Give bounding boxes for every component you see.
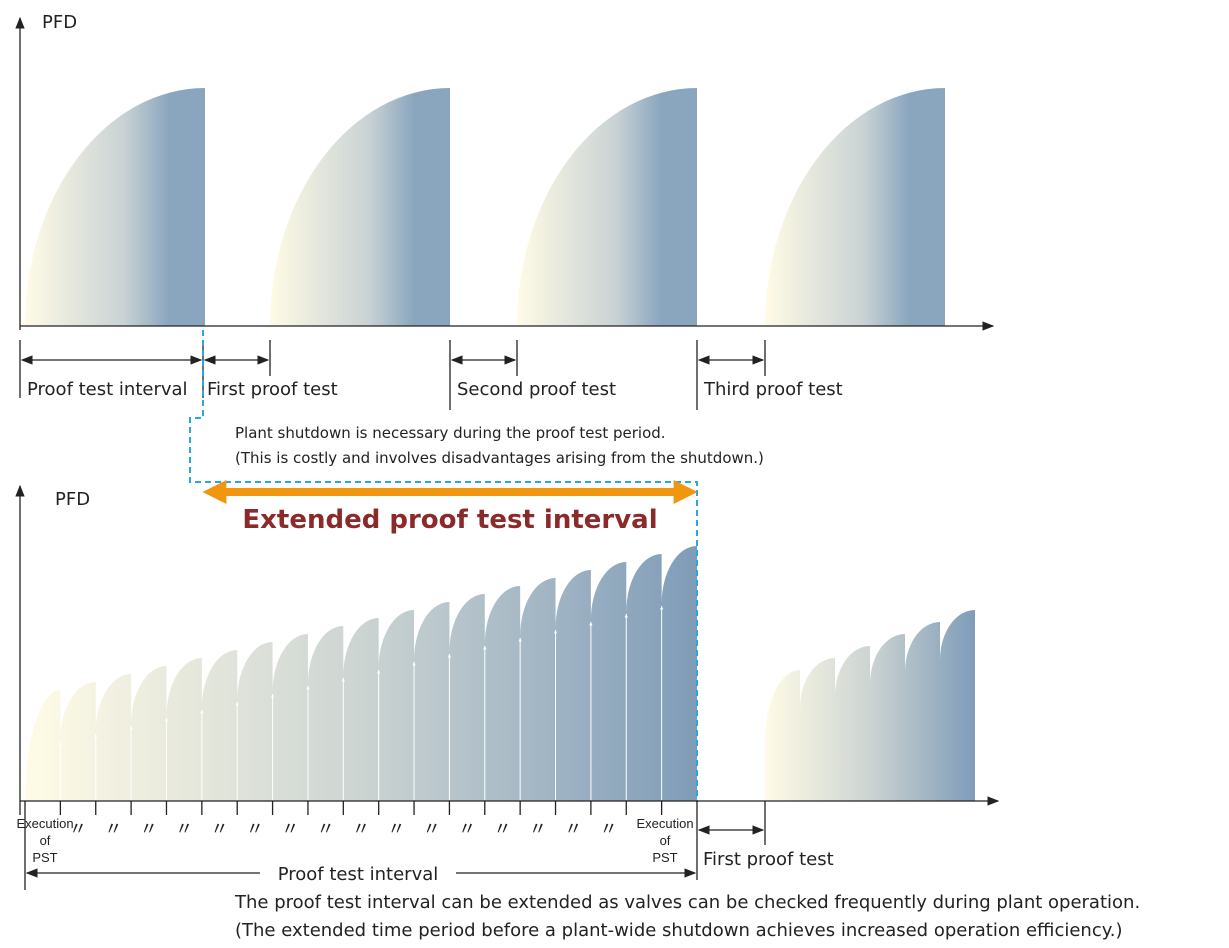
pfd-curve	[765, 88, 945, 326]
ditto-mark: 〃	[69, 819, 87, 840]
note: Plant shutdown is necessary during the p…	[235, 424, 666, 442]
pst-label: PST	[32, 850, 57, 865]
pst-label: Execution	[636, 816, 693, 831]
pfd-curve	[25, 88, 205, 326]
ditto-mark: 〃	[175, 819, 193, 840]
ditto-mark: 〃	[211, 819, 229, 840]
ditto-mark: 〃	[104, 819, 122, 840]
label: Proof test interval	[27, 379, 188, 400]
pfd-curve	[517, 88, 697, 326]
ditto-mark: 〃	[564, 819, 582, 840]
ditto-mark: 〃	[600, 819, 618, 840]
y-label: PFD	[42, 12, 77, 33]
pfd-curve	[270, 88, 450, 326]
interval-label: Proof test interval	[278, 864, 439, 885]
ditto-mark: 〃	[281, 819, 299, 840]
pfd-sawtooth	[25, 546, 697, 801]
bottom-ticks	[24, 801, 766, 890]
note: (The extended time period before a plant…	[235, 920, 1123, 941]
label: First proof test	[207, 379, 338, 400]
label: First proof test	[703, 849, 834, 870]
label: Third proof test	[703, 379, 843, 400]
pst-label: of	[660, 833, 671, 848]
pst-label: Execution	[16, 816, 73, 831]
top-markers	[19, 340, 766, 410]
ditto-mark: 〃	[246, 819, 264, 840]
ditto-mark: 〃	[458, 819, 476, 840]
note: The proof test interval can be extended …	[234, 892, 1140, 913]
ditto-mark: 〃	[317, 819, 335, 840]
ditto-mark: 〃	[529, 819, 547, 840]
note: (This is costly and involves disadvantag…	[235, 449, 764, 467]
shapes	[25, 88, 975, 801]
ditto-mark: 〃	[493, 819, 511, 840]
y-label: PFD	[55, 489, 90, 510]
pst-label: PST	[652, 850, 677, 865]
pst-label: of	[40, 833, 51, 848]
ditto-mark: 〃	[423, 819, 441, 840]
ditto-mark: 〃	[140, 819, 158, 840]
extended-label: Extended proof test interval	[242, 505, 657, 535]
label: Second proof test	[457, 379, 616, 400]
ditto-mark: 〃	[352, 819, 370, 840]
ditto-mark: 〃	[387, 819, 405, 840]
pfd-sawtooth	[765, 610, 975, 801]
